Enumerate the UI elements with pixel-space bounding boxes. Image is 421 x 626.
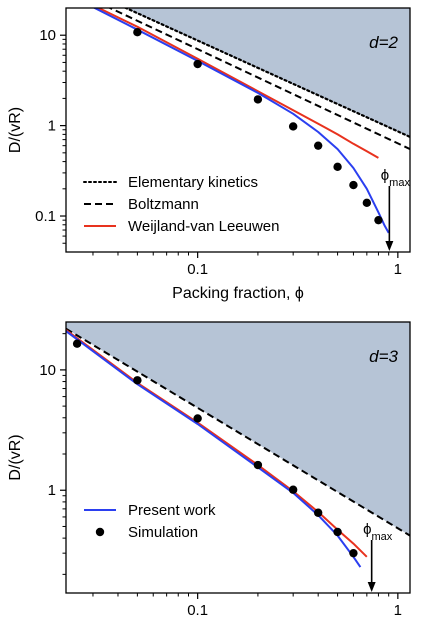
data-point (333, 162, 342, 172)
panel-top: 0.1 1 10 1 0.1 Packing fraction, ϕ D/(vR) d=2 ϕm… (7, 7, 411, 302)
data-point (133, 27, 142, 37)
data-point (333, 527, 342, 537)
plot-frame (65, 321, 411, 594)
data-point (362, 198, 372, 208)
phi-max-arrow-head (367, 582, 376, 592)
excluded-region (66, 322, 410, 536)
phi-max-label: ϕmax (381, 167, 411, 189)
data-point (313, 141, 323, 150)
data-point (253, 95, 263, 104)
data-point (288, 485, 298, 494)
x-tick-label: 0.1 (187, 602, 208, 619)
phi-max-subscript: max (371, 531, 392, 543)
y-tick-label: 0.1 (35, 208, 56, 225)
x-axis-label: Packing fraction, ϕ (172, 285, 304, 302)
panel-bottom: 0.11101Packing fraction, ϕD/(vR)d=3ϕmaxP… (7, 321, 411, 619)
y-axis-label: D/(vR) (7, 107, 24, 153)
weijland-van-leeuwen-line (96, 8, 379, 159)
phi-max-subscript: max (389, 177, 410, 189)
legend-label: Weijland-van Leeuwen (128, 218, 280, 235)
y-tick-label: 1 (48, 118, 56, 135)
legend-label: Boltzmann (128, 196, 199, 213)
data-point (349, 548, 358, 558)
x-tick-label: 1 (394, 602, 402, 619)
y-tick-label: 10 (39, 27, 56, 44)
data-point (193, 414, 202, 423)
elementary-kinetics-line (123, 8, 410, 138)
data-point (133, 376, 142, 385)
excluded-region (66, 8, 410, 137)
dimension-annotation: d=3 (369, 347, 398, 366)
x-tick-label: 1 (394, 261, 402, 278)
dimension-annotation: d=2 (369, 33, 398, 52)
y-axis-label: D/(vR) (7, 434, 24, 480)
data-point (72, 339, 82, 348)
legend-label: Elementary kinetics (128, 174, 258, 191)
legend-label: Present work (128, 502, 216, 519)
x-tick-label: 0.1 (187, 261, 208, 278)
boltzmann-line (107, 8, 410, 151)
y-tick-label: 10 (39, 362, 56, 379)
plot-area (66, 8, 410, 234)
phi-max-arrow-head (385, 241, 394, 251)
data-point (313, 508, 323, 517)
data-point (374, 215, 383, 225)
data-point (253, 460, 263, 470)
legend-marker (95, 527, 105, 537)
data-point (349, 180, 358, 190)
plot-area (66, 322, 410, 568)
legend-label: Simulation (128, 524, 198, 541)
data-point (75, 8, 80, 9)
y-tick-label: 1 (48, 482, 56, 499)
curve-line (66, 327, 410, 537)
curve-line (92, 8, 390, 234)
data-point (193, 59, 202, 69)
data-point (288, 122, 298, 131)
phi-max-label: ϕmax (363, 521, 393, 543)
